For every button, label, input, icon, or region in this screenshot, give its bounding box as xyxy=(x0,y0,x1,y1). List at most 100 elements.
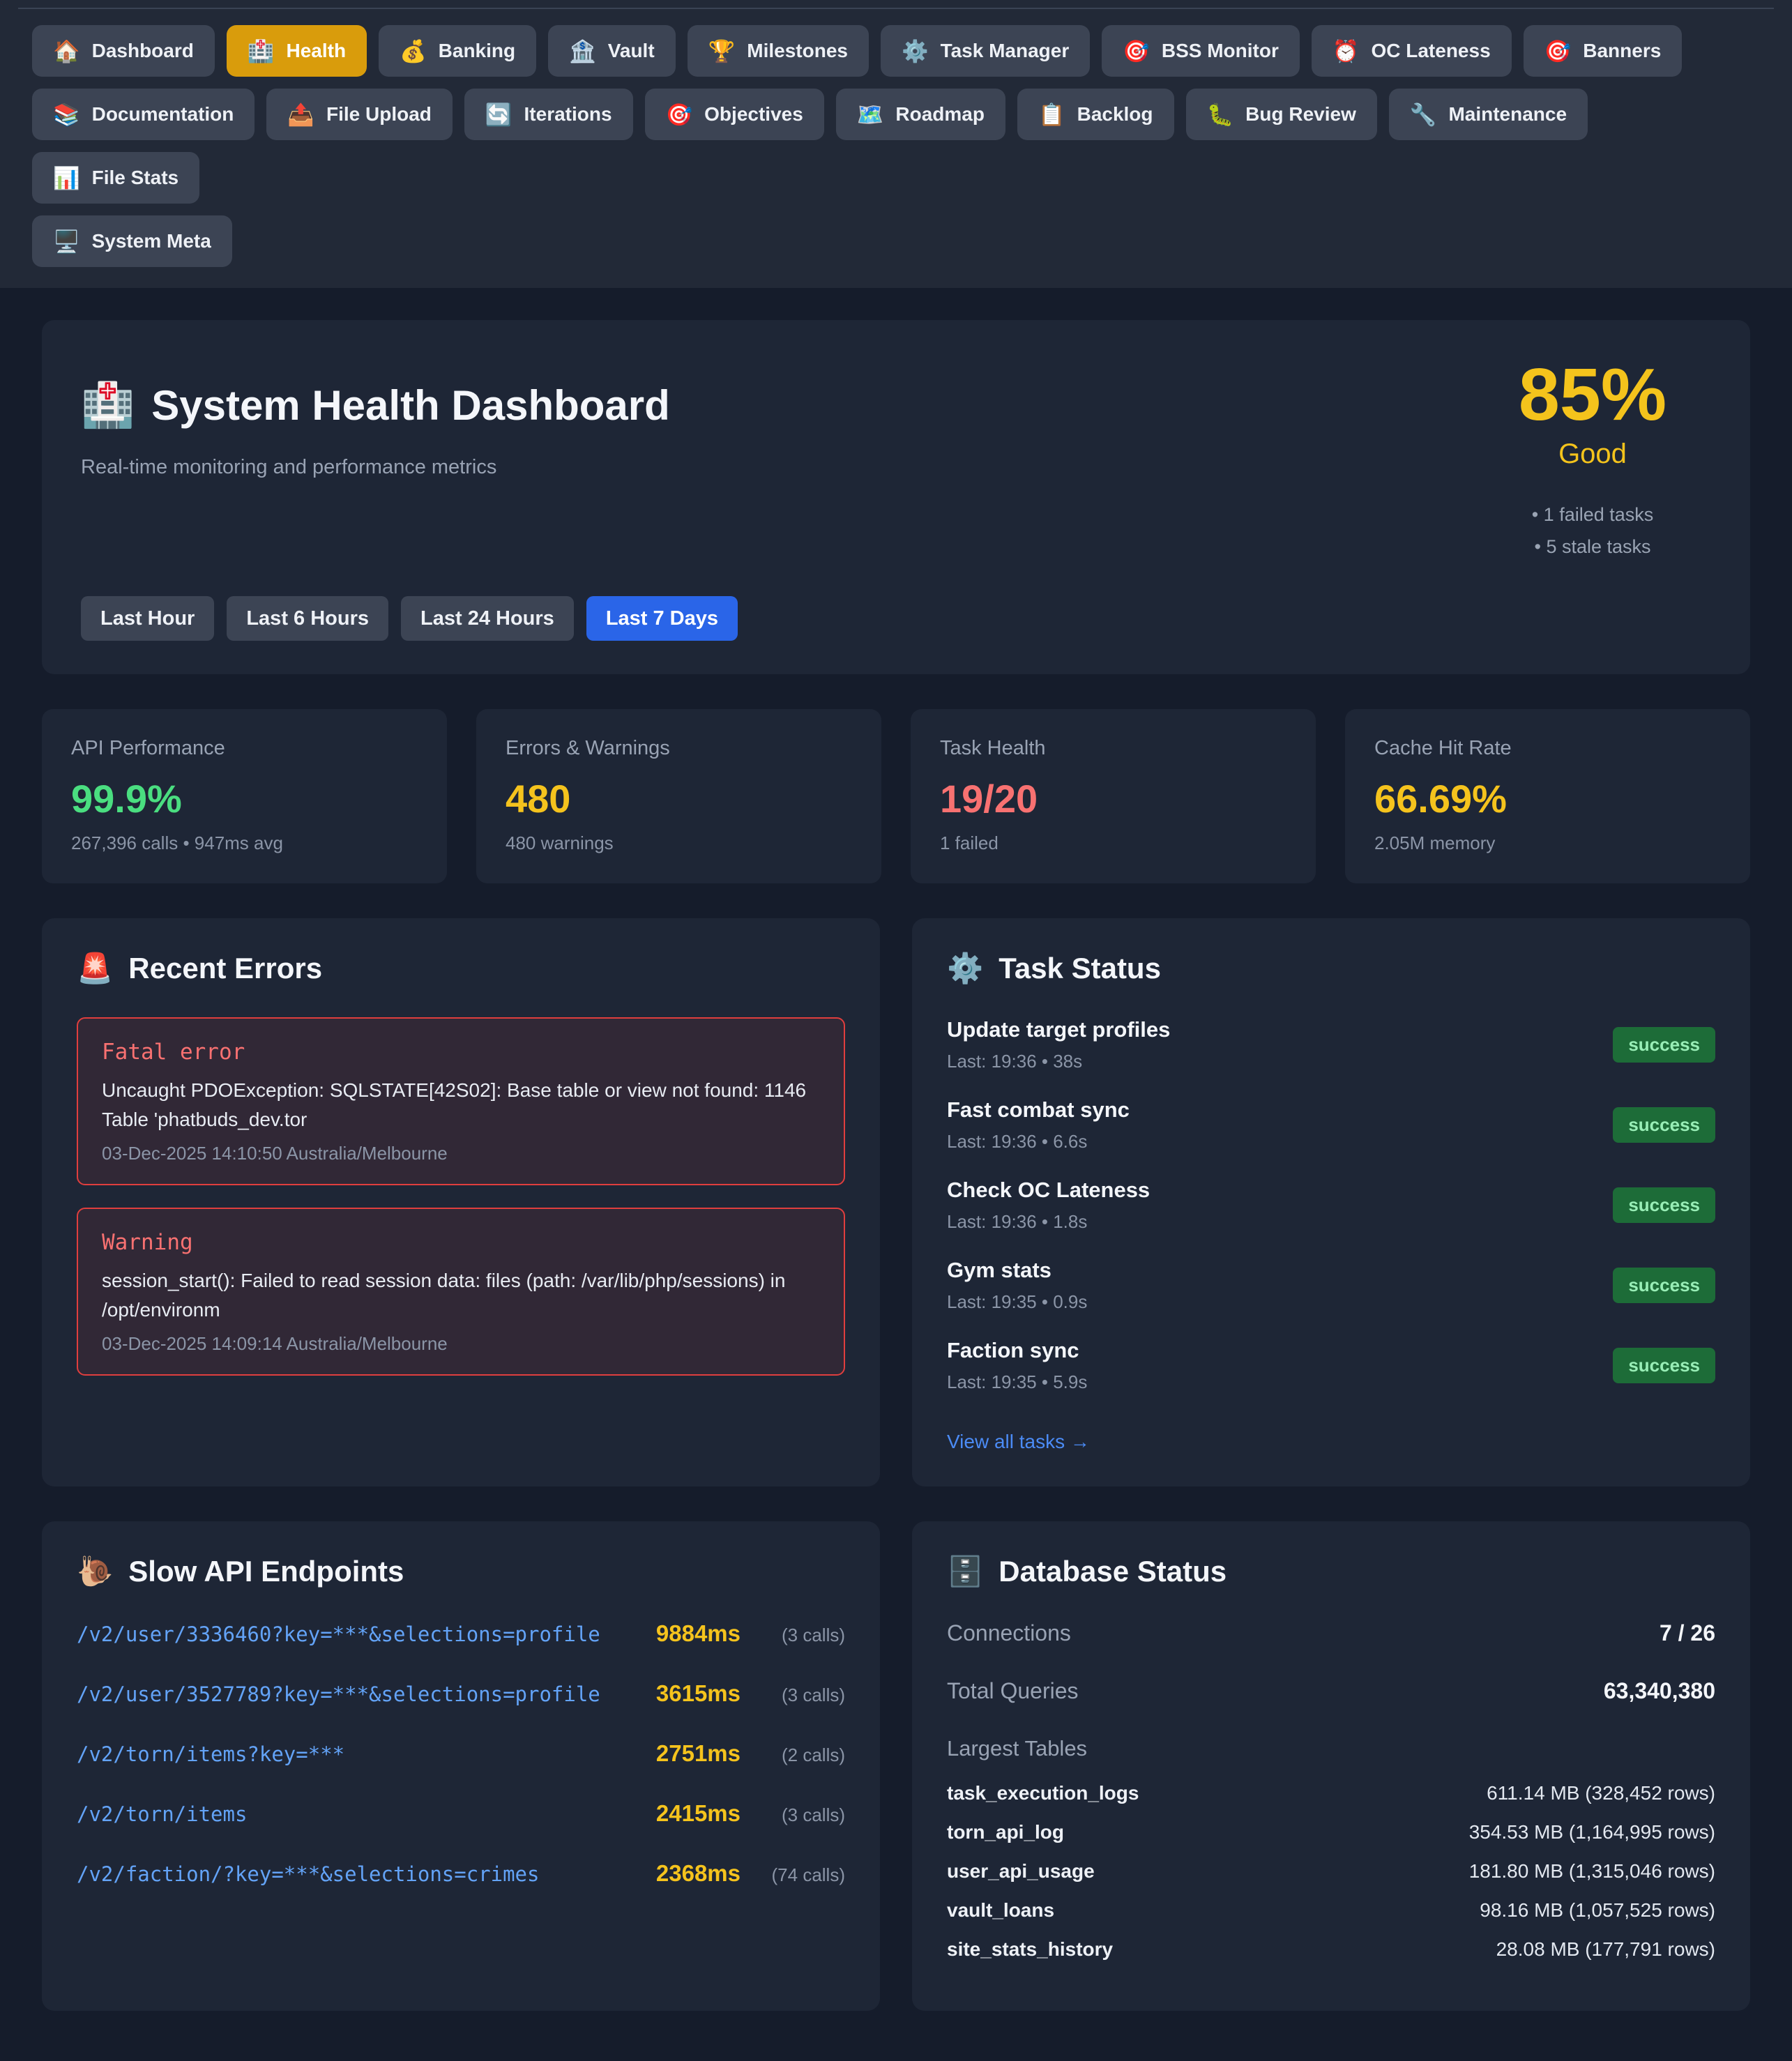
header-left: 🏥 System Health Dashboard Real-time moni… xyxy=(81,355,738,641)
gear-icon: ⚙️ xyxy=(947,952,984,985)
nav-tab-icon: 🎯 xyxy=(1123,38,1150,63)
time-range-label: Last 6 Hours xyxy=(246,607,370,630)
endpoint-row: /v2/torn/items 2415ms (3 calls) xyxy=(77,1800,845,1827)
task-last-run: Last: 19:35 • 0.9s xyxy=(947,1291,1088,1313)
time-range-button[interactable]: Last 7 Days xyxy=(586,596,738,641)
nav-tab[interactable]: 🔄 Iterations xyxy=(464,89,633,140)
nav-tab[interactable]: 🏦 Vault xyxy=(548,25,676,77)
endpoint-call-count: (74 calls) xyxy=(771,1864,845,1886)
nav-tab-icon: 🔧 xyxy=(1409,102,1437,127)
task-last-run: Last: 19:36 • 6.6s xyxy=(947,1131,1088,1153)
metric-label: Cache Hit Rate xyxy=(1374,737,1512,760)
db-connections-label: Connections xyxy=(947,1620,1071,1646)
metric-value: 66.69% xyxy=(1374,777,1507,821)
nav-tab[interactable]: 🔧 Maintenance xyxy=(1388,89,1588,140)
endpoint-call-count: (3 calls) xyxy=(781,1804,845,1826)
page-title-text: System Health Dashboard xyxy=(151,382,670,429)
task-last-run: Last: 19:35 • 5.9s xyxy=(947,1371,1088,1393)
snail-icon: 🐌 xyxy=(77,1555,114,1588)
metric-card: Errors & Warnings 480 480 warnings xyxy=(476,709,881,884)
nav-tab[interactable]: 🏆 Milestones xyxy=(687,25,869,77)
endpoint-path: /v2/torn/items?key=*** xyxy=(77,1742,345,1767)
table-row: vault_loans 98.16 MB (1,057,525 rows) xyxy=(947,1899,1715,1922)
page-title: 🏥 System Health Dashboard xyxy=(81,383,738,428)
slow-endpoints-header: 🐌 Slow API Endpoints xyxy=(77,1555,845,1588)
endpoint-row: /v2/user/3336460?key=***&selections=prof… xyxy=(77,1620,845,1647)
file-cabinet-icon: 🗄️ xyxy=(947,1555,984,1588)
endpoint-list: /v2/user/3336460?key=***&selections=prof… xyxy=(77,1620,845,1887)
nav-tab-label: OC Lateness xyxy=(1371,40,1491,61)
nav-tab[interactable]: ⏰ OC Lateness xyxy=(1311,25,1512,77)
table-row: torn_api_log 354.53 MB (1,164,995 rows) xyxy=(947,1821,1715,1843)
table-row: task_execution_logs 611.14 MB (328,452 r… xyxy=(947,1782,1715,1804)
endpoint-path: /v2/torn/items xyxy=(77,1802,248,1827)
table-name: task_execution_logs xyxy=(947,1782,1139,1804)
nav-tab[interactable]: ⚙️ Task Manager xyxy=(880,25,1091,77)
nav-tab[interactable]: 🎯 BSS Monitor xyxy=(1102,25,1300,77)
table-name: site_stats_history xyxy=(947,1938,1114,1961)
database-status-title: Database Status xyxy=(998,1555,1227,1588)
task-info: Fast combat sync Last: 19:36 • 6.6s xyxy=(947,1097,1130,1153)
recent-errors-title: Recent Errors xyxy=(128,952,323,985)
time-range-selector: Last Hour Last 6 Hours Last 24 Hours Las… xyxy=(81,596,738,641)
largest-tables-label: Largest Tables xyxy=(947,1736,1088,1761)
nav-tab-icon: 🏠 xyxy=(53,38,80,63)
nav-tab-icon: 🏦 xyxy=(569,38,596,63)
nav-tab[interactable]: 🎯 Banners xyxy=(1523,25,1683,77)
nav-tab[interactable]: 🐛 Bug Review xyxy=(1185,89,1377,140)
nav-tab-label: Roadmap xyxy=(895,103,985,125)
db-queries-row: Total Queries 63,340,380 xyxy=(947,1678,1715,1704)
nav-tab-label: Bug Review xyxy=(1245,103,1356,125)
page-subtitle: Real-time monitoring and performance met… xyxy=(81,456,497,479)
nav-tab[interactable]: 📊 File Stats xyxy=(32,152,200,204)
endpoint-path: /v2/user/3527789?key=***&selections=prof… xyxy=(77,1682,600,1707)
nav-tab[interactable]: 🏥 Health xyxy=(226,25,367,77)
largest-tables-list: task_execution_logs 611.14 MB (328,452 r… xyxy=(947,1782,1715,1961)
nav-tab[interactable]: 🖥️ System Meta xyxy=(32,215,232,267)
task-status-badge: success xyxy=(1613,1027,1715,1063)
time-range-button[interactable]: Last Hour xyxy=(81,596,215,641)
nav-tab-icon: 🏆 xyxy=(708,38,736,63)
health-score-block: 85% Good • 1 failed tasks • 5 stale task… xyxy=(1474,355,1711,641)
table-name: torn_api_log xyxy=(947,1821,1065,1843)
endpoint-row: /v2/user/3527789?key=***&selections=prof… xyxy=(77,1680,845,1707)
task-row: Update target profiles Last: 19:36 • 38s… xyxy=(947,1017,1715,1072)
task-row: Fast combat sync Last: 19:36 • 6.6s succ… xyxy=(947,1097,1715,1153)
nav-tab-label: Maintenance xyxy=(1448,103,1567,125)
nav-row-3: 🖥️ System Meta xyxy=(32,215,1760,267)
nav-tab-icon: 📤 xyxy=(287,102,314,127)
nav-tab[interactable]: 💰 Banking xyxy=(379,25,537,77)
time-range-button[interactable]: Last 24 Hours xyxy=(401,596,574,641)
nav-tab-icon: 🎯 xyxy=(1544,38,1572,63)
table-size: 98.16 MB (1,057,525 rows) xyxy=(1480,1899,1715,1922)
endpoint-call-count: (3 calls) xyxy=(781,1625,845,1646)
task-last-run: Last: 19:36 • 1.8s xyxy=(947,1211,1088,1233)
nav-tab-label: Backlog xyxy=(1077,103,1153,125)
task-list: Update target profiles Last: 19:36 • 38s… xyxy=(947,1017,1715,1393)
metric-card: API Performance 99.9% 267,396 calls • 94… xyxy=(42,709,447,884)
metric-subtext: 267,396 calls • 947ms avg xyxy=(71,832,283,854)
table-size: 354.53 MB (1,164,995 rows) xyxy=(1468,1821,1715,1843)
nav-tab-icon: ⏰ xyxy=(1332,38,1360,63)
nav-tab[interactable]: 🏠 Dashboard xyxy=(32,25,215,77)
nav-tab[interactable]: 📤 File Upload xyxy=(266,89,453,140)
error-message: session_start(): Failed to read session … xyxy=(102,1270,786,1321)
endpoint-row: /v2/torn/items?key=*** 2751ms (2 calls) xyxy=(77,1740,845,1767)
nav-tab-label: Task Manager xyxy=(940,40,1070,61)
endpoint-latency: 2751ms xyxy=(655,1740,741,1767)
endpoint-latency: 2368ms xyxy=(655,1860,741,1887)
nav-tab[interactable]: 🗺️ Roadmap xyxy=(835,89,1005,140)
nav-row-2: 📚 Documentation 📤 File Upload 🔄 Iteratio… xyxy=(32,89,1760,204)
nav-tab-icon: 🎯 xyxy=(665,102,693,127)
nav-tab-icon: 🔄 xyxy=(485,102,512,127)
nav-tab-label: Milestones xyxy=(747,40,848,61)
table-name: vault_loans xyxy=(947,1899,1055,1922)
table-size: 181.80 MB (1,315,046 rows) xyxy=(1468,1860,1715,1883)
nav-tab[interactable]: 📋 Backlog xyxy=(1017,89,1174,140)
time-range-button[interactable]: Last 6 Hours xyxy=(227,596,389,641)
task-row: Gym stats Last: 19:35 • 0.9s success xyxy=(947,1258,1715,1313)
task-status-badge: success xyxy=(1613,1187,1715,1224)
nav-tab[interactable]: 📚 Documentation xyxy=(32,89,255,140)
view-all-tasks-link[interactable]: View all tasks → xyxy=(947,1431,1090,1453)
nav-tab[interactable]: 🎯 Objectives xyxy=(644,89,824,140)
